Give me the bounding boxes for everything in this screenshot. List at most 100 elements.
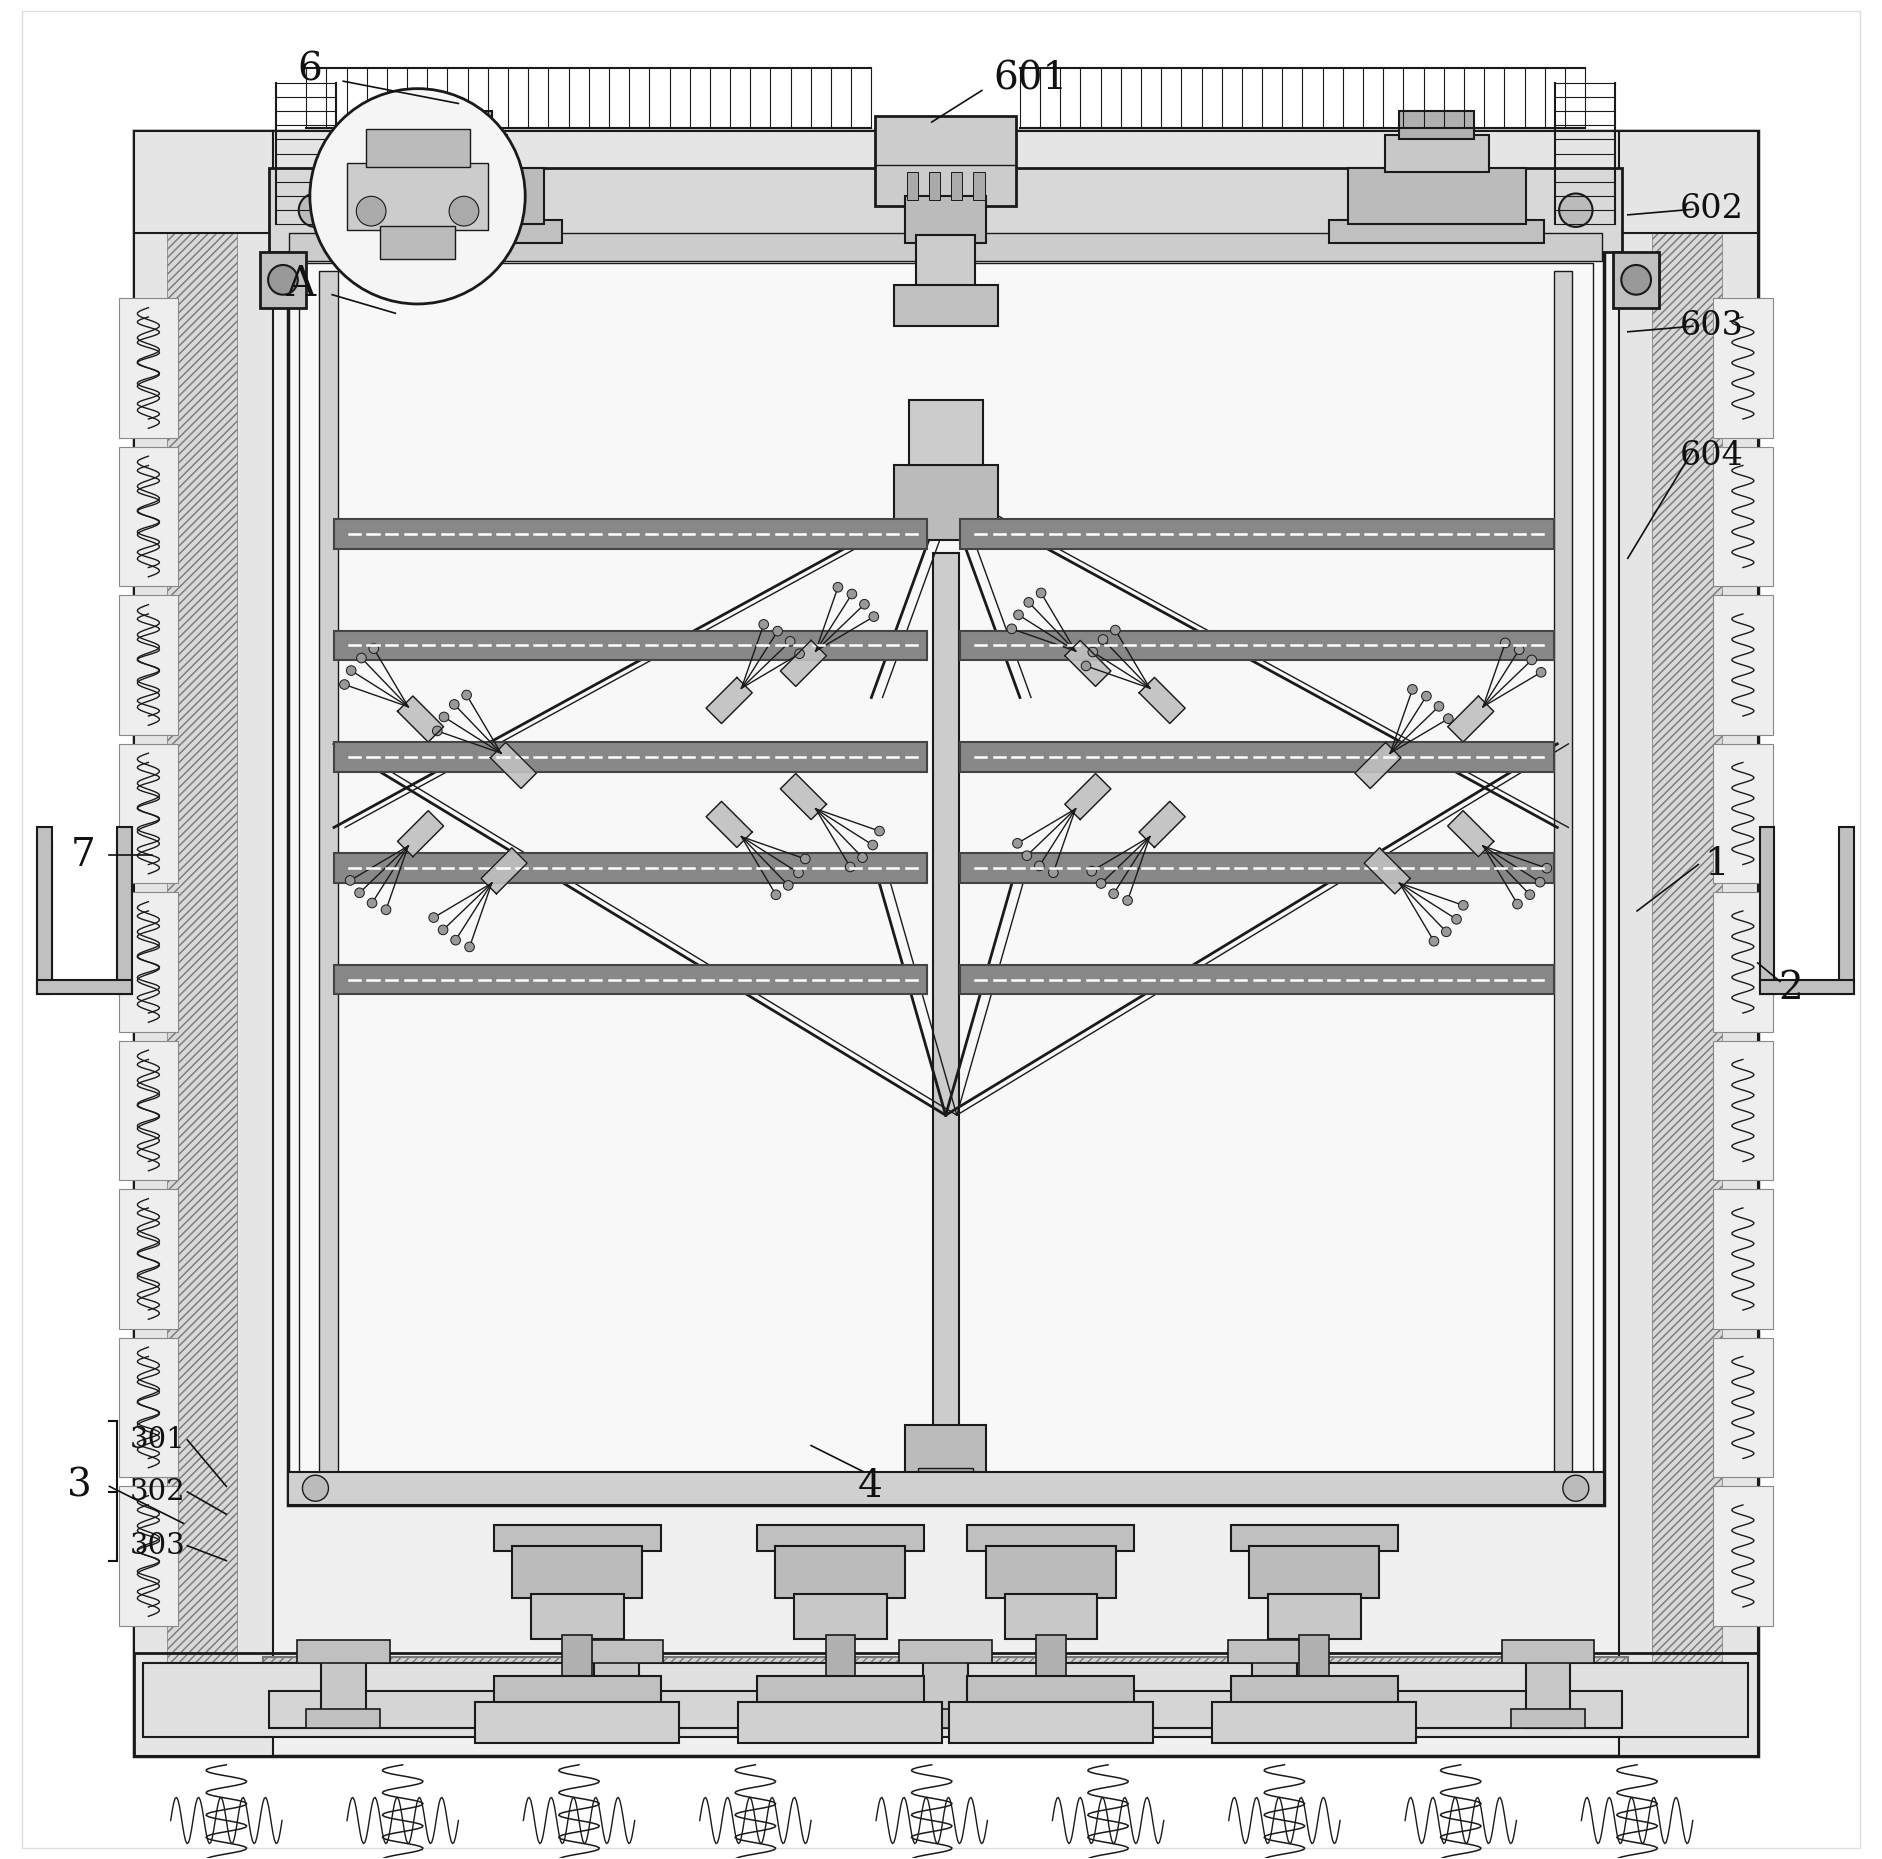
Bar [973,173,984,201]
Bar [1713,595,1773,734]
Circle shape [858,853,868,863]
Circle shape [1536,877,1545,887]
Circle shape [868,840,877,850]
Text: 602: 602 [1679,193,1743,225]
Circle shape [339,680,350,690]
Circle shape [299,193,331,227]
Bar [1713,744,1773,883]
Bar [1839,827,1854,995]
Bar [346,164,487,231]
Circle shape [875,825,885,837]
Bar [1252,1643,1297,1727]
Bar [905,1426,986,1478]
Bar [1652,151,1722,1736]
Bar [134,132,1758,1755]
Circle shape [354,889,365,898]
Circle shape [1080,662,1092,671]
Circle shape [1014,610,1024,619]
Bar [909,400,982,465]
Circle shape [311,89,525,305]
Bar [288,253,1603,1506]
Bar [117,827,132,995]
Bar [290,234,1602,262]
Circle shape [1022,851,1031,861]
Bar [493,1675,661,1705]
Bar [1299,1634,1329,1681]
Bar [1502,1640,1594,1662]
Circle shape [800,853,809,864]
Polygon shape [1139,677,1186,723]
Bar [333,742,928,771]
Circle shape [1110,625,1120,636]
Circle shape [1541,863,1551,874]
Bar [119,1041,179,1180]
Bar [1713,1338,1773,1478]
Circle shape [369,643,378,654]
Circle shape [1515,645,1524,654]
Bar [905,197,986,244]
Text: 2: 2 [1778,970,1803,1008]
Circle shape [1088,647,1097,656]
Text: 604: 604 [1679,441,1743,472]
Polygon shape [1065,639,1110,686]
Polygon shape [397,811,444,857]
Bar [595,1643,638,1727]
Bar [967,1526,1135,1550]
Text: 7: 7 [72,837,96,874]
Bar [1229,1640,1321,1662]
Bar [403,136,506,173]
Bar [1212,1701,1417,1742]
Bar [1713,1041,1773,1180]
Bar [307,1708,380,1727]
Circle shape [1442,928,1451,937]
Bar [1037,1634,1065,1681]
Circle shape [1124,896,1133,905]
Circle shape [1558,193,1592,227]
Circle shape [1526,654,1536,666]
Bar [512,1547,642,1597]
Polygon shape [1364,848,1410,894]
Bar [986,1547,1116,1597]
Circle shape [1513,900,1523,909]
Bar [134,1653,1758,1755]
Circle shape [845,863,854,872]
Bar [119,446,179,586]
Bar [967,1675,1135,1705]
Circle shape [1035,861,1045,870]
Circle shape [794,868,804,877]
Bar [960,742,1553,771]
Bar [1619,132,1758,1755]
Circle shape [794,649,804,658]
Bar [297,1640,390,1662]
Circle shape [450,699,459,710]
Bar [1238,1708,1312,1727]
Bar [143,1662,1748,1736]
Text: A: A [286,262,316,305]
Text: 6: 6 [297,52,322,89]
Circle shape [367,898,376,907]
Circle shape [1099,634,1108,645]
Bar [1760,827,1775,995]
Bar [580,1708,653,1727]
Bar [1713,1190,1773,1329]
Polygon shape [1355,742,1400,788]
Bar [119,744,179,883]
Bar [1713,1487,1773,1625]
Bar [960,630,1553,660]
Bar [1250,1547,1380,1597]
Circle shape [1524,890,1534,900]
Bar [775,1547,905,1597]
Bar [119,1190,179,1329]
Circle shape [346,666,356,675]
Bar [134,132,1758,234]
Bar [960,853,1553,883]
Bar [346,221,563,244]
Circle shape [382,905,391,915]
Bar [1553,271,1571,1487]
Circle shape [356,197,386,227]
Polygon shape [706,801,753,848]
Bar [38,980,132,995]
Text: 3: 3 [68,1469,92,1506]
Circle shape [1013,838,1022,848]
Circle shape [847,589,856,599]
